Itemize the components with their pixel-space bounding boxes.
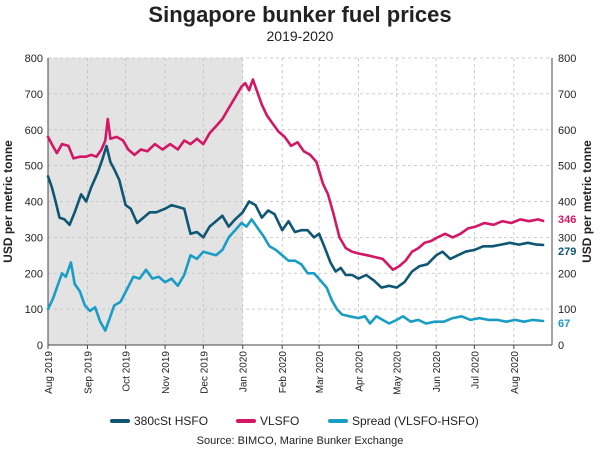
y-tick-label-left: 500 xyxy=(25,161,43,173)
chart-title: Singapore bunker fuel prices xyxy=(148,2,452,27)
y-tick-label-left: 200 xyxy=(25,268,43,280)
x-tick-label: May 2020 xyxy=(393,351,404,395)
y-tick-label-left: 100 xyxy=(25,304,43,316)
x-tick-label: Dec 2019 xyxy=(199,351,210,394)
y-tick-label-right: 600 xyxy=(558,125,576,137)
y-axis-title-left: USD per metric tonne xyxy=(1,140,15,263)
y-tick-label-right: 400 xyxy=(558,197,576,209)
x-tick-label: Jul 2020 xyxy=(470,351,481,389)
y-tick-label-right: 300 xyxy=(558,232,576,244)
series-end-label-1: 346 xyxy=(558,214,576,226)
x-tick-label: Nov 2019 xyxy=(161,351,172,394)
y-tick-label-left: 600 xyxy=(25,125,43,137)
series-line-0 xyxy=(46,144,545,289)
legend-label-1: VLSFO xyxy=(260,414,299,428)
series-line-2 xyxy=(46,218,545,332)
legend-label-2: Spread (VLSFO-HSFO) xyxy=(352,414,479,428)
y-tick-label-left: 800 xyxy=(25,53,43,65)
x-tick-label: Sep 2019 xyxy=(83,351,94,394)
y-tick-label-left: 700 xyxy=(25,89,43,101)
y-tick-label-right: 0 xyxy=(558,340,564,352)
y-axis-title-right: USD per metric tonne xyxy=(580,140,594,263)
series-line-1 xyxy=(46,78,545,271)
y-tick-label-left: 400 xyxy=(25,197,43,209)
y-tick-label-right: 800 xyxy=(558,53,576,65)
y-tick-label-right: 700 xyxy=(558,89,576,101)
source-note: Source: BIMCO, Marine Bunker Exchange xyxy=(196,435,404,447)
x-tick-label: Aug 2019 xyxy=(44,351,55,394)
x-tick-label: Oct 2019 xyxy=(122,351,133,392)
series-end-label-0: 279 xyxy=(558,246,576,258)
x-tick-label: Mar 2020 xyxy=(315,351,326,394)
chart-subtitle: 2019-2020 xyxy=(266,28,334,44)
y-tick-label-right: 200 xyxy=(558,268,576,280)
y-tick-label-left: 300 xyxy=(25,232,43,244)
x-tick-label: Aug 2020 xyxy=(510,351,521,394)
legend-label-0: 380cSt HSFO xyxy=(134,414,208,428)
x-tick-label: Jun 2020 xyxy=(432,351,443,393)
x-tick-label: Apr 2020 xyxy=(355,351,366,392)
x-tick-label: Jan 2020 xyxy=(239,351,250,393)
y-tick-label-right: 500 xyxy=(558,161,576,173)
y-tick-label-right: 100 xyxy=(558,304,576,316)
x-tick-label: Feb 2020 xyxy=(278,351,289,394)
series-end-label-2: 67 xyxy=(558,318,570,330)
y-tick-label-left: 0 xyxy=(37,340,43,352)
